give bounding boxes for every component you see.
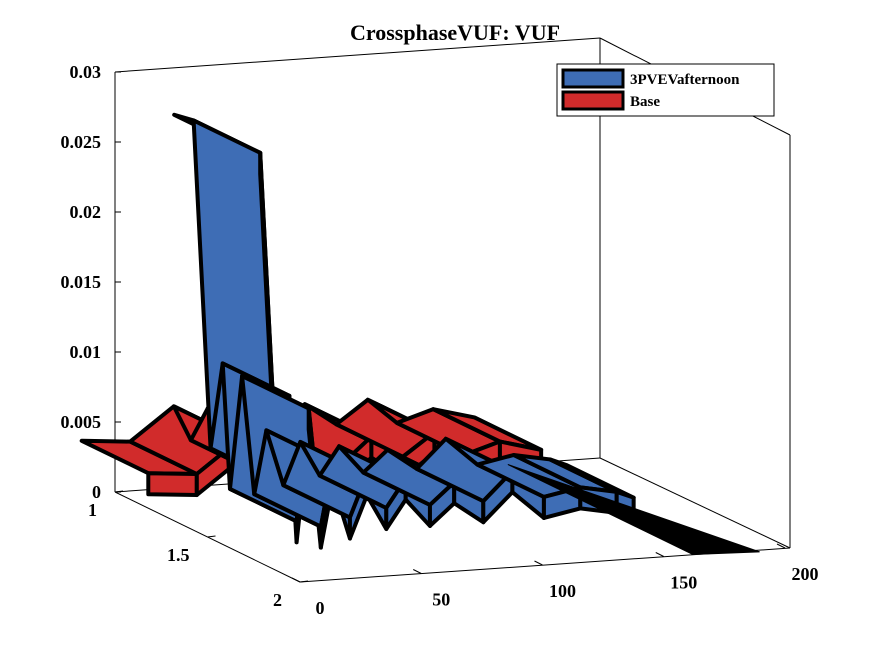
ribbon-side: [146, 471, 199, 497]
z-tick-label: 0.015: [61, 272, 102, 292]
floor-strip: [507, 463, 760, 555]
x-tick-label: 150: [670, 573, 697, 593]
series-ribbon: [172, 112, 636, 550]
z-tick-label: 0.025: [61, 132, 102, 152]
x-tick-mark: [655, 552, 664, 557]
x-tick-label: 50: [432, 590, 450, 610]
y-tick-mark: [299, 580, 309, 583]
y-tick-mark: [114, 490, 124, 493]
x-tick-mark: [291, 577, 301, 583]
y-tick-label: 1.5: [167, 545, 190, 565]
data-ribbons: [79, 112, 760, 555]
chart-title: CrossphaseVUF: VUF: [350, 20, 560, 45]
z-tick-label: 0.03: [70, 62, 102, 82]
x-tick-label: 100: [549, 581, 576, 601]
axis-ticks: 0 0.005 0.01 0.015 0.02 0.025 0.03 1 1.5 2 0 50 100 1…: [61, 62, 819, 618]
legend-label: Base: [630, 94, 660, 110]
y-axis-right-line: [599, 457, 791, 549]
y-tick-mark: [207, 535, 216, 538]
x-tick-mark: [534, 560, 543, 566]
z-tick-label: 0.01: [70, 342, 102, 362]
legend-label: 3PVEVafternoon: [630, 72, 740, 88]
y-tick-label: 1: [88, 500, 97, 520]
x-tick-mark: [776, 543, 786, 549]
z-tick-label: 0.005: [61, 412, 102, 432]
x-tick-label: 0: [316, 598, 325, 618]
legend-swatch: [561, 68, 625, 89]
y-tick-label: 2: [273, 590, 282, 610]
legend-swatch: [561, 90, 625, 111]
z-tick-label: 0.02: [70, 202, 102, 222]
back-wall-top-edge: [114, 37, 601, 73]
z-tick-label: 0: [92, 482, 101, 502]
x-tick-label: 200: [792, 564, 819, 584]
legend: 3PVEVafternoon Base: [556, 63, 775, 117]
x-tick-mark: [413, 569, 422, 574]
